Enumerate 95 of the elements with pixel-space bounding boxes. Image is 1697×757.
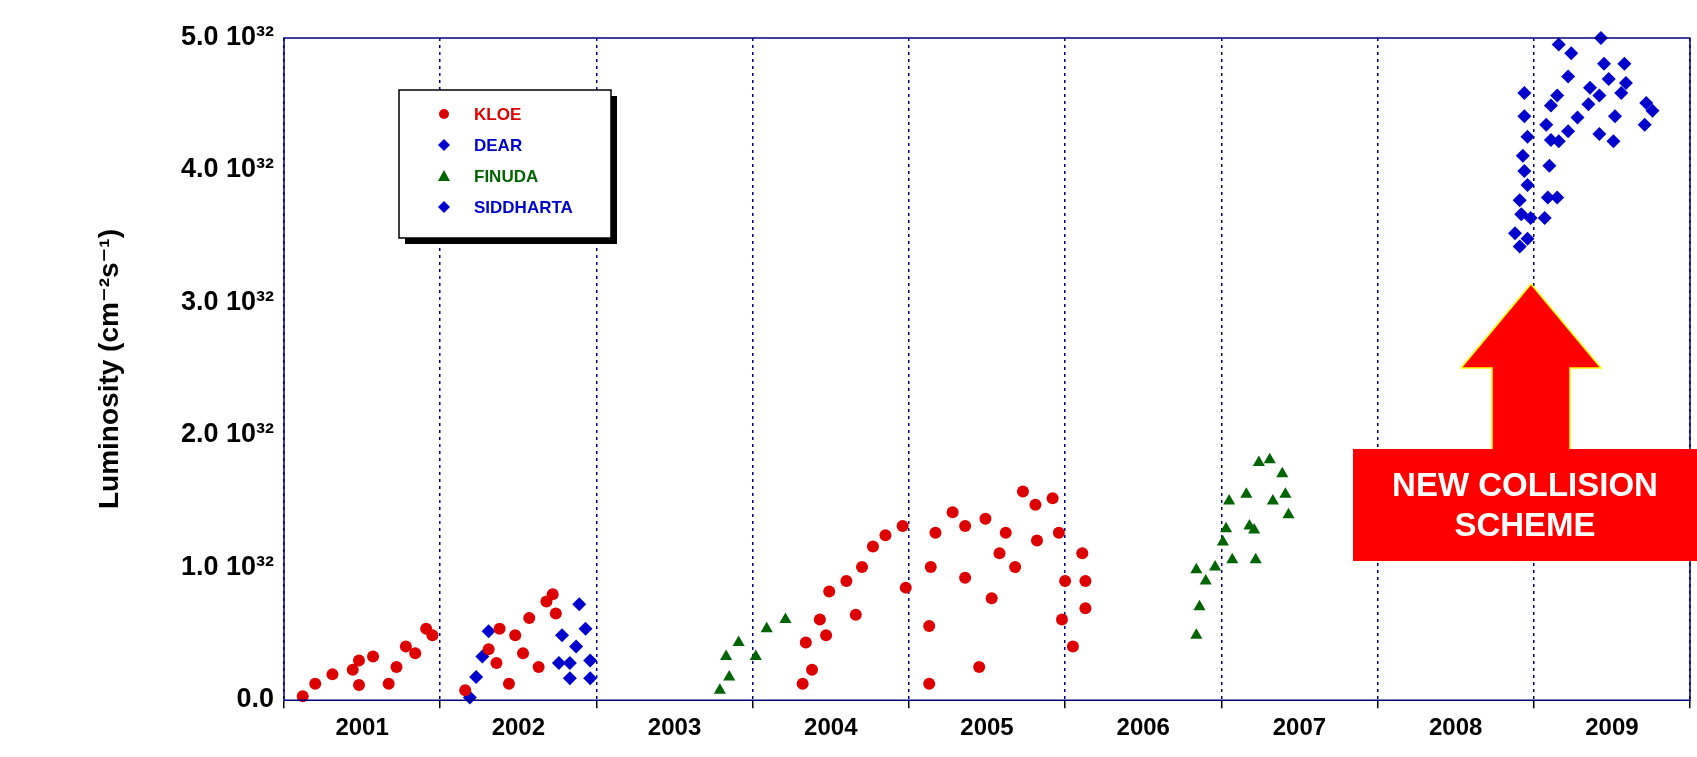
point [569, 639, 584, 654]
point [1550, 88, 1565, 103]
point [1520, 129, 1535, 144]
point [1279, 487, 1292, 498]
point [1550, 190, 1565, 205]
point [749, 649, 762, 660]
point [723, 670, 736, 681]
point [1606, 134, 1621, 149]
point [469, 670, 484, 685]
point [760, 621, 773, 633]
point [1515, 148, 1530, 163]
text: 5.0 10³² [180, 20, 274, 52]
point [1618, 76, 1633, 91]
point [1517, 164, 1532, 179]
point [1561, 124, 1576, 139]
legend-label: DEAR [474, 135, 523, 155]
point [583, 671, 598, 686]
point [1597, 56, 1612, 71]
point [1617, 56, 1632, 71]
point [1592, 127, 1607, 142]
point [1190, 562, 1203, 574]
point [1614, 85, 1629, 100]
point [1252, 455, 1265, 466]
point [1512, 193, 1527, 208]
point [1508, 226, 1523, 241]
point [1639, 95, 1654, 110]
x-tick-label: 2001 [335, 713, 389, 741]
point [1564, 46, 1579, 61]
point [779, 612, 792, 623]
point [1537, 211, 1552, 226]
legend-label: FINUDA [474, 166, 539, 186]
annotation: NEW COLLISION SCHEME [1353, 449, 1697, 561]
x-tick-label: 2008 [1428, 713, 1483, 741]
text: 4.0 10³² [180, 153, 274, 185]
point [1223, 493, 1236, 505]
point [1219, 521, 1233, 533]
point [583, 653, 598, 668]
point [1608, 109, 1623, 124]
point [1551, 37, 1566, 52]
point [1209, 560, 1222, 571]
point [1581, 97, 1596, 112]
point [1263, 452, 1276, 464]
point [1514, 207, 1529, 222]
x-tick-label: 2009 [1585, 713, 1639, 741]
text: 2.0 10³² [180, 418, 274, 450]
point [720, 649, 733, 660]
point [1517, 109, 1532, 124]
point [1561, 69, 1576, 84]
point [562, 656, 577, 671]
point [1592, 88, 1607, 103]
x-tick-label: 2007 [1272, 713, 1327, 741]
point [732, 635, 745, 647]
point [1193, 599, 1206, 611]
point [1190, 628, 1203, 639]
point [713, 683, 726, 694]
point [1240, 487, 1253, 498]
point [1512, 239, 1527, 254]
point [1216, 534, 1229, 546]
point [1517, 85, 1532, 100]
point [1248, 523, 1261, 534]
point [1542, 158, 1557, 173]
x-tick-label: 2004 [804, 713, 859, 741]
point [551, 656, 566, 671]
point [1249, 552, 1262, 564]
point [572, 597, 587, 612]
point [1266, 493, 1279, 505]
point [1226, 552, 1239, 564]
point [578, 621, 593, 636]
point [1523, 211, 1538, 226]
point [1637, 117, 1652, 132]
x-tick-label: 2003 [647, 713, 702, 741]
text: 0.0 [236, 683, 274, 715]
point [1543, 98, 1558, 113]
point [475, 649, 490, 664]
point [1199, 574, 1212, 585]
legend-label: SIDDHARTA [474, 197, 573, 217]
point [1276, 466, 1289, 478]
x-tick-label: 2002 [491, 713, 546, 741]
text: 3.0 10³² [180, 285, 274, 317]
text: Luminosity (cm⁻²s⁻¹) [91, 229, 125, 510]
point [1645, 103, 1660, 118]
x-tick-label: 2005 [960, 713, 1014, 741]
point [1282, 507, 1295, 519]
point [1570, 110, 1585, 125]
point [555, 628, 570, 643]
point [1520, 231, 1535, 246]
point [1601, 72, 1616, 87]
point [481, 624, 496, 639]
point [1520, 178, 1535, 193]
x-tick-label: 2006 [1116, 713, 1170, 741]
point [1539, 117, 1554, 132]
point [1583, 80, 1598, 95]
legend-label: KLOE [474, 104, 522, 124]
text: 1.0 10³² [180, 550, 274, 582]
point [562, 671, 577, 686]
